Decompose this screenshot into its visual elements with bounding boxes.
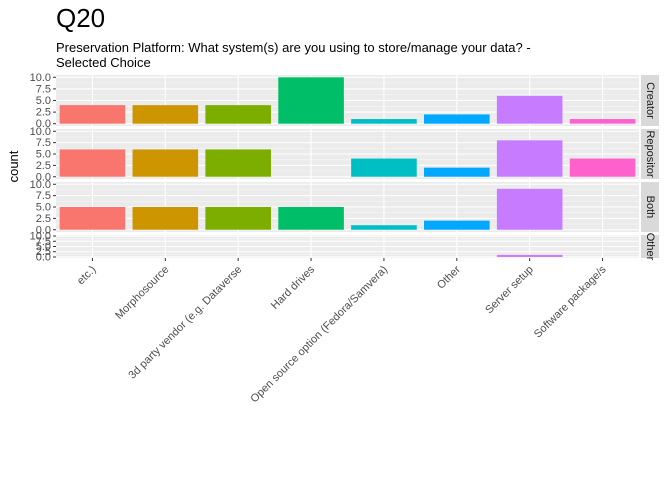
bar (132, 105, 199, 124)
bar (496, 140, 563, 177)
facet-strip (641, 129, 659, 179)
y-tick-label: 0.0 (36, 118, 51, 130)
bar (278, 207, 344, 230)
bar (59, 105, 126, 124)
bar (351, 119, 417, 124)
y-tick-label: 5.0 (36, 202, 51, 214)
y-tick-label: 7.5 (36, 83, 51, 95)
bar (205, 207, 271, 230)
y-tick-label: 7.5 (36, 190, 51, 202)
y-axis-title: count (6, 150, 21, 182)
x-tick-label: Hard drives (269, 263, 318, 312)
bar (351, 225, 417, 230)
y-tick-label: 5.0 (36, 149, 51, 161)
facet-label: Repositor (644, 130, 656, 177)
y-tick-label: 2.5 (36, 107, 51, 119)
bar (496, 188, 563, 230)
facet-strip (641, 235, 659, 258)
y-tick-label: 0.0 (36, 224, 51, 236)
y-tick-label: 0.0 (36, 251, 51, 263)
subtitle-line-1: Preservation Platform: What system(s) ar… (56, 40, 531, 55)
bar (496, 95, 563, 124)
x-tick-label: Other (435, 263, 463, 291)
y-tick-label: 5.0 (36, 95, 51, 107)
bar (424, 220, 490, 230)
bar (59, 207, 126, 230)
bar (59, 149, 126, 177)
facet-strip (641, 182, 659, 232)
facet-strip (641, 75, 659, 126)
y-tick-label: 10.0 (30, 126, 51, 138)
bar (132, 149, 199, 177)
bar (424, 167, 490, 177)
x-tick-label: Software package/s (532, 263, 609, 340)
bar (424, 114, 490, 124)
x-tick-label: Server setup (483, 264, 536, 317)
x-tick-label: Open source option (Fedora/Samvera) (248, 264, 390, 406)
y-tick-label: 7.5 (36, 137, 51, 149)
y-tick-label: 0.0 (36, 171, 51, 183)
x-tick-label: Morphosource (113, 264, 171, 322)
y-tick-label: 10.0 (30, 231, 51, 243)
subtitle-line-2: Selected Choice (56, 55, 151, 70)
bar (278, 77, 344, 124)
y-tick-label: 2.5 (36, 160, 51, 172)
bar (205, 149, 271, 177)
bar (205, 105, 271, 124)
bar (569, 119, 636, 124)
facet-label: Creator (644, 82, 656, 119)
bar (132, 207, 199, 230)
y-tick-label: 10.0 (30, 72, 51, 84)
chart-title: Q20 (56, 3, 106, 33)
bar (496, 254, 563, 257)
x-tick-label: etc.) (75, 264, 99, 288)
chart-subtitle: Preservation Platform: What system(s) ar… (56, 40, 636, 70)
y-tick-label: 10.0 (30, 179, 51, 191)
facet-label: Both (644, 196, 656, 219)
y-tick-label: 2.5 (36, 213, 51, 225)
bar (569, 158, 636, 177)
bar (351, 158, 417, 177)
facet-label: Other (644, 233, 656, 261)
y-tick-label: 7.5 (36, 236, 51, 248)
y-tick-label: 5.0 (36, 241, 51, 253)
y-tick-label: 2.5 (36, 246, 51, 258)
